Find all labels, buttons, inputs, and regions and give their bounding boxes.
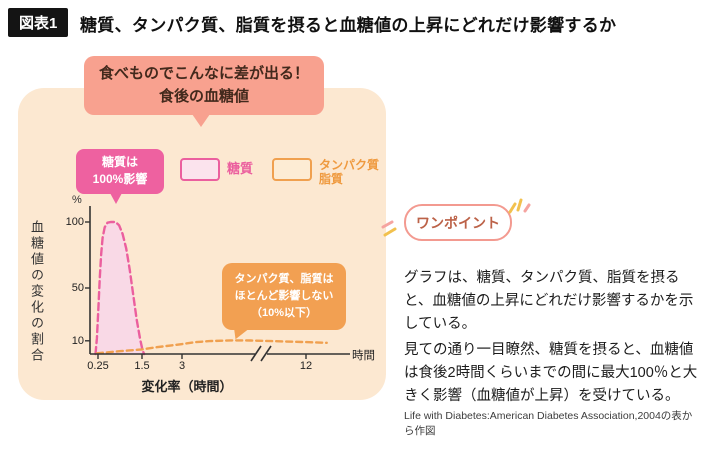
x-axis-unit: 時間 (352, 350, 375, 362)
carb-curve (94, 220, 146, 356)
protein-callout-line2: ほとんど影響しない (234, 290, 334, 303)
carb-callout: 糖質は 100%影響 (76, 149, 164, 204)
chart-legend: 糖質 タンパク質 脂質 (180, 158, 379, 187)
protein-callout: タンパク質、脂質は ほとんど影響しない （10%以下） (222, 263, 346, 342)
speech-bubble-line1: 食べものでこんなに差が出る！ (98, 65, 309, 82)
speech-bubble-tail-icon (192, 114, 210, 127)
carb-legend-label: 糖質 (227, 161, 254, 176)
y-tick-50: 50 (71, 282, 84, 294)
x-tick-12: 12 (299, 360, 313, 372)
one-point-bubble: ワンポイント (404, 204, 512, 241)
x-tick-3: 3 (178, 360, 186, 372)
glucose-chart (85, 206, 350, 362)
speech-bubble: 食べものでこんなに差が出る！ 食後の血糖値 (84, 56, 324, 127)
carb-callout-line2: 100%影響 (92, 172, 148, 187)
figure-badge: 図表1 (8, 8, 69, 37)
protein-legend-label-line2: 脂質 (319, 172, 344, 187)
page-title: 糖質、タンパク質、脂質を摂ると血糖値の上昇にどれだけ影響するか (80, 16, 617, 35)
carb-legend-swatch (180, 158, 220, 181)
carb-callout-tail-icon (110, 192, 122, 204)
protein-callout-line1: タンパク質、脂質は (234, 273, 334, 285)
protein-curve (95, 339, 328, 355)
speech-bubble-line2: 食後の血糖値 (158, 87, 249, 105)
sparkle-left-icon (381, 220, 397, 237)
y-axis-unit: % (72, 194, 82, 206)
one-point-label: ワンポイント (416, 214, 500, 231)
description-paragraph-2: 見ての通り一目瞭然、糖質を摂ると、血糖値は食後2時間くらいまでの間に最大100％… (404, 341, 698, 405)
carb-curve-fill (95, 222, 145, 354)
carb-callout-line1: 糖質は (101, 155, 138, 169)
x-axis-title: 変化率（時間） (141, 379, 233, 394)
protein-legend-label-line1: タンパク質 (319, 158, 380, 172)
axis-break-icon (250, 345, 262, 362)
x-tick-0-25: 0.25 (87, 360, 109, 372)
y-tick-100: 100 (65, 216, 84, 228)
x-tick-1-5: 1.5 (134, 360, 150, 372)
sparkle-right-icon (508, 198, 531, 214)
description-paragraph-1: グラフは、糖質、タンパク質、脂質を摂ると、血糖値の上昇にどれだけ影響するかを示し… (404, 269, 694, 333)
chart-panel (18, 88, 386, 400)
source-note: Life with Diabetes:American Diabetes Ass… (404, 409, 693, 438)
y-axis-title: 血糖値の変化の割合 (29, 220, 44, 364)
y-tick-10: 10 (71, 335, 84, 347)
chart-axes (85, 206, 350, 362)
protein-legend-label: タンパク質 脂質 (319, 158, 379, 187)
protein-callout-line3: （10%以下） (250, 307, 318, 320)
protein-legend-swatch (272, 158, 313, 181)
